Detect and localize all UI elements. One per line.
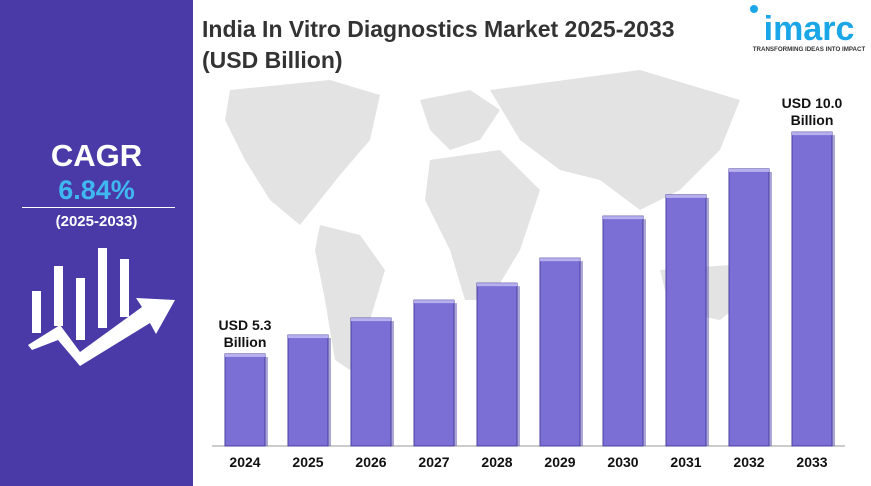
x-tick-label: 2024 (229, 454, 260, 470)
bar-2031 (665, 194, 707, 447)
bar-2024 (224, 353, 266, 447)
bar-top (288, 335, 328, 339)
title-line-2: (USD Billion) (202, 47, 343, 73)
bar-shadow (228, 356, 268, 446)
cagr-label: CAGR (50, 138, 143, 173)
world-map-background (225, 70, 745, 370)
x-tick-label: 2031 (670, 454, 701, 470)
data-label: USD 10.0 (782, 95, 843, 111)
bar-top (225, 353, 265, 357)
bar-shadow (480, 286, 520, 446)
chart-title: India In Vitro Diagnostics Market 2025-2… (202, 14, 675, 76)
svg-text:imarc: imarc (764, 10, 855, 48)
bar-shadow (543, 261, 583, 446)
svg-text:TRANSFORMING IDEAS INTO IMPACT: TRANSFORMING IDEAS INTO IMPACT (753, 46, 866, 53)
bar-2028 (476, 282, 518, 447)
bar-shadow (669, 197, 709, 446)
bar-2033 (791, 131, 833, 447)
bar-shadow (606, 219, 646, 446)
bar-2032 (728, 168, 770, 447)
x-tick-label: 2028 (481, 454, 512, 470)
bar-2029 (539, 257, 581, 447)
growth-chart-icon (28, 248, 175, 366)
bar-top (666, 194, 706, 198)
bar-2030 (602, 215, 644, 447)
data-label-unit: Billion (224, 334, 267, 350)
bar-2027 (413, 299, 455, 447)
bar-top (351, 318, 391, 322)
bar-top (414, 300, 454, 304)
x-tick-label: 2030 (607, 454, 638, 470)
bar-2026 (350, 317, 392, 447)
x-tick-label: 2032 (733, 454, 764, 470)
x-tick-label: 2025 (292, 454, 323, 470)
cagr-period: (2025-2033) (55, 213, 138, 230)
data-label-unit: Billion (791, 112, 834, 128)
bar-top (792, 132, 832, 136)
bar-shadow (732, 171, 772, 446)
divider (22, 207, 175, 208)
cagr-value: 6.84% (58, 175, 135, 205)
bar-top (729, 168, 769, 172)
bar-2025 (287, 334, 329, 447)
bar-top (603, 216, 643, 220)
bar-shadow (417, 303, 457, 446)
bar-top (540, 258, 580, 262)
cagr-panel: CAGR 6.84% (2025-2033) (0, 0, 193, 486)
x-tick-label: 2033 (796, 454, 827, 470)
bar-shadow (291, 338, 331, 446)
x-tick-label: 2029 (544, 454, 575, 470)
bar-shadow (795, 135, 835, 446)
x-tick-label: 2027 (418, 454, 449, 470)
title-line-1: India In Vitro Diagnostics Market 2025-2… (202, 16, 675, 42)
bar-top (477, 283, 517, 287)
imarc-logo: imarc TRANSFORMING IDEAS INTO IMPACT (747, 2, 871, 54)
x-tick-label: 2026 (355, 454, 386, 470)
bar-shadow (354, 321, 394, 446)
data-label: USD 5.3 (219, 317, 272, 333)
